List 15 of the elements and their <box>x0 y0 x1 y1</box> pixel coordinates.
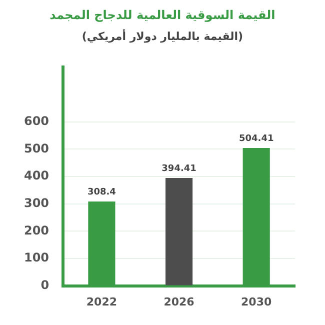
y-tick-label: 100 <box>24 250 50 265</box>
y-tick-label: 500 <box>24 141 50 156</box>
x-tick-label: 2026 <box>164 295 195 308</box>
chart-title: القيمة السوقية العالمية للدجاج المجمد <box>48 8 276 24</box>
data-label: 394.41 <box>162 164 196 174</box>
y-tick-label: 300 <box>24 196 50 210</box>
data-label: 308.4 <box>87 187 116 198</box>
y-tick-label: 400 <box>24 168 50 183</box>
chart-subtitle: (القيمة بالمليار دولار أمريكي) <box>80 30 244 45</box>
y-tick-label: 600 <box>24 114 50 128</box>
x-tick-label: 2030 <box>241 295 272 308</box>
data-label: 504.41 <box>238 134 274 144</box>
y-tick-label: 0 <box>40 278 50 292</box>
y-tick-label: 200 <box>24 223 50 238</box>
x-tick-label: 2022 <box>86 295 118 308</box>
